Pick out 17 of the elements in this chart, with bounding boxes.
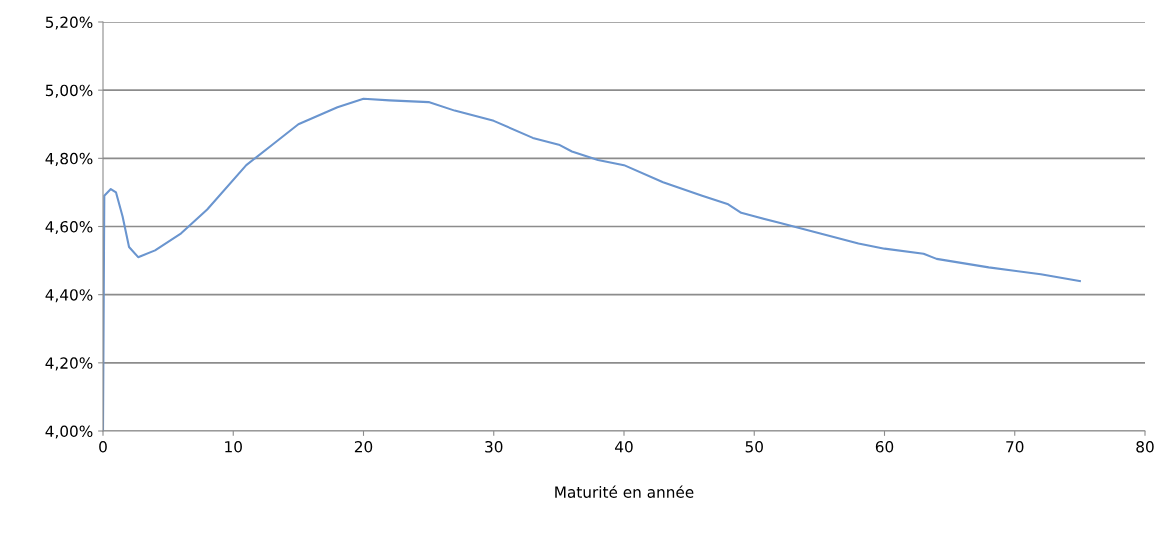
x-tick-label: 40 [615,440,633,453]
x-tick-label: 60 [875,440,894,453]
x-tick-label: 0 [99,440,107,453]
y-tick-label: 5,20% [45,16,93,30]
y-tick-label: 4,60% [45,220,93,235]
x-tick-label: 10 [225,440,242,453]
y-tick-label: 4,40% [45,289,93,303]
y-tick-label: 4,80% [45,152,93,166]
x-axis-title: Maturité en année [555,485,694,498]
y-tick-label: 5,00% [45,84,93,98]
y-tick-label: 4,20% [45,357,93,371]
x-tick-label: 50 [745,440,763,453]
x-tick-label: 20 [354,440,373,453]
x-tick-label: 80 [1136,440,1154,453]
y-tick-label: 4,00% [45,425,93,439]
x-tick-label: 30 [485,440,503,453]
x-tick-label: 70 [1006,440,1024,453]
